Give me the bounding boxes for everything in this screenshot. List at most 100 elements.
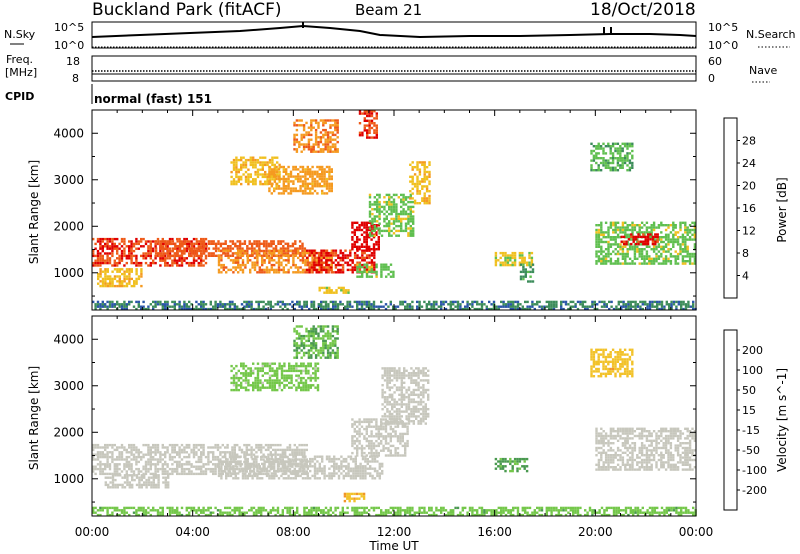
power-cell: [604, 236, 608, 239]
velocity-cell: [304, 472, 307, 475]
velocity-cell: [241, 477, 245, 480]
freq-panel-frame: [91, 55, 697, 82]
velocity-cell: [232, 469, 235, 473]
power-cell: [604, 152, 608, 155]
velocity-cell: [224, 451, 227, 454]
power-cell: [256, 254, 259, 257]
velocity-cell: [94, 472, 97, 476]
power-cell: [197, 245, 200, 248]
power-cell: [185, 242, 188, 246]
power-cell: [321, 256, 324, 260]
velocity-cell: [140, 483, 143, 487]
velocity-cell: [244, 474, 247, 478]
velocity-cell: [202, 448, 205, 452]
power-cell: [681, 240, 685, 244]
power-cell: [397, 217, 400, 221]
velocity-cell: [197, 467, 200, 471]
power-cell: [418, 168, 422, 171]
power-cell: [376, 220, 379, 223]
power-cell: [516, 307, 520, 311]
power-cell: [361, 256, 364, 260]
power-cell: [268, 189, 271, 193]
power-cell: [322, 124, 325, 127]
velocity-cell: [99, 455, 102, 459]
power-cell: [133, 284, 136, 288]
velocity-cell: [289, 465, 293, 468]
power-cell: [164, 264, 167, 267]
power-cell: [281, 303, 284, 306]
power-cell: [210, 240, 213, 243]
freq-label-line2: [MHz]: [5, 66, 37, 79]
power-cell: [293, 303, 296, 306]
velocity-cell: [301, 460, 305, 463]
power-cell: [125, 307, 128, 311]
power-cell: [140, 284, 143, 288]
velocity-cell: [116, 467, 119, 471]
power-cell: [509, 303, 512, 306]
velocity-cell: [106, 460, 109, 464]
velocity-cell: [321, 472, 324, 475]
power-cell: [253, 252, 256, 255]
power-cell: [322, 261, 326, 264]
power-cell: [258, 245, 261, 248]
power-cell: [633, 257, 637, 260]
power-cell: [621, 166, 624, 169]
power-cell: [304, 185, 307, 188]
velocity-cell: [306, 477, 309, 480]
power-cell: [412, 227, 415, 230]
velocity-cell: [277, 469, 281, 473]
power-cell: [282, 185, 285, 188]
power-cell: [250, 303, 253, 306]
power-cell: [378, 232, 381, 235]
velocity-cell: [227, 469, 230, 473]
power-cell: [209, 300, 212, 304]
velocity-cell: [342, 460, 345, 463]
power-cell: [135, 307, 138, 311]
velocity-cell: [245, 448, 248, 452]
velocity-cell: [221, 443, 224, 447]
power-cell: [261, 173, 264, 176]
power-cell: [392, 208, 396, 211]
power-cell: [306, 168, 309, 171]
power-cell: [227, 249, 230, 252]
power-cell: [411, 182, 414, 186]
velocity-cell: [272, 443, 275, 447]
power-cell: [243, 307, 246, 311]
power-cell: [200, 303, 203, 306]
velocity-cell: [275, 457, 278, 461]
power-cell: [106, 284, 109, 288]
power-cell: [192, 307, 196, 311]
power-cell: [616, 221, 620, 224]
power-cell: [277, 263, 281, 267]
power-cell: [232, 259, 235, 262]
power-cell: [619, 154, 622, 157]
power-cell: [286, 303, 289, 306]
velocity-cell: [231, 448, 234, 452]
power-cell: [157, 254, 160, 257]
power-cell: [125, 303, 128, 306]
velocity-cell: [113, 448, 116, 452]
power-cell: [368, 112, 371, 115]
power-cell: [292, 168, 295, 171]
power-cell: [294, 189, 297, 193]
power-cell: [680, 303, 683, 306]
velocity-cell: [132, 470, 136, 473]
power-cell: [132, 305, 136, 308]
power-colorbar-tick-label: 12: [742, 225, 756, 238]
power-cell: [497, 305, 500, 308]
velocity-cell: [303, 453, 306, 456]
power-cell: [348, 303, 352, 306]
velocity-cell: [178, 453, 181, 456]
power-cell: [670, 303, 673, 306]
velocity-cell: [147, 467, 150, 471]
power-cell: [99, 268, 102, 271]
power-cell: [178, 249, 182, 253]
power-cell: [123, 272, 126, 276]
power-cell: [297, 271, 300, 274]
power-cell: [623, 159, 627, 162]
power-cell: [646, 242, 650, 246]
power-cell: [620, 307, 623, 311]
power-cell: [344, 256, 347, 260]
power-cell: [363, 268, 366, 271]
power-cell: [614, 169, 617, 172]
